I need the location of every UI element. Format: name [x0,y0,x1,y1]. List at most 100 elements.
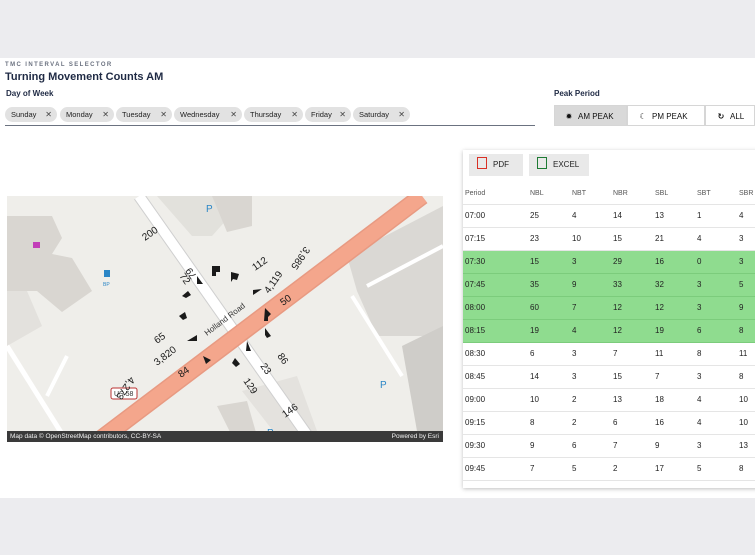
chip-saturday[interactable]: Saturday ✕ [353,107,410,122]
chip-label: Saturday [359,110,390,119]
col-header[interactable]: SBR [739,190,754,197]
excel-file-icon [537,157,547,169]
chip-monday[interactable]: Monday ✕ [60,107,114,122]
remove-chip-icon[interactable]: ✕ [230,110,237,119]
all-button[interactable]: ↻ ALL [705,105,755,126]
chip-thursday[interactable]: Thursday ✕ [244,107,303,122]
count-cell: 15 [613,372,622,381]
count-cell: 8 [697,349,702,358]
count-cell: 4 [697,234,702,243]
road-west-spur [45,355,69,397]
count-cell: 0 [697,257,702,266]
col-header[interactable]: SBT [697,190,711,197]
chip-friday[interactable]: Friday ✕ [305,107,351,122]
count-cell: 15 [530,257,539,266]
attribution-text: Map data © OpenStreetMap contributors, C… [10,433,162,440]
sun-icon: ✹ [565,112,573,121]
main-road [92,196,427,442]
period-cell: 09:15 [465,418,486,427]
count-cell: 8 [739,464,744,473]
count-cell: 1 [697,211,702,220]
period-cell: 07:15 [465,234,486,243]
col-header[interactable]: NBT [572,190,586,197]
count-cell: 60 [530,303,539,312]
eb-right-arrow [179,312,187,320]
count-cell: 13 [655,211,664,220]
chip-sunday[interactable]: Sunday ✕ [5,107,57,122]
chip-wednesday[interactable]: Wednesday ✕ [174,107,242,122]
pdf-export-button[interactable]: PDF [469,154,523,176]
col-header[interactable]: Period [465,190,486,197]
am-peak-button[interactable]: ✹ AM PEAK [554,105,627,126]
building-north [212,196,252,232]
table-row[interactable]: 08:30 6 3 7 11 8 11 [463,343,755,366]
count-cell: 6 [613,418,618,427]
table-row[interactable]: 09:00 10 2 13 18 4 10 [463,389,755,412]
day-of-week-select[interactable]: Sunday ✕ Monday ✕ Tuesday ✕ Wednesday ✕ … [5,107,535,126]
period-cell: 07:00 [465,211,486,220]
col-header[interactable]: NBL [530,190,544,197]
table-row[interactable]: 08:15 19 4 12 19 6 8 [463,320,755,343]
chip-tuesday[interactable]: Tuesday ✕ [116,107,172,122]
count-cell: 23 [530,234,539,243]
chip-label: Friday [311,110,332,119]
sb-right-arrow [212,266,220,276]
esri-credit[interactable]: Powered by Esri [391,433,439,440]
col-header[interactable]: SBL [655,190,669,197]
table-row[interactable]: 07:45 35 9 33 32 3 5 [463,274,755,297]
chip-label: Thursday [250,110,282,119]
intersection-map[interactable]: BP P P P Holland Road US 58 [7,196,443,442]
pdf-file-icon [477,157,487,169]
count-cell: 25 [530,211,539,220]
counts-panel: PDF EXCEL Period NBL NBT NBR SBL SBT SBR… [463,150,755,488]
col-header[interactable]: NBR [613,190,628,197]
excel-label: EXCEL [553,160,580,169]
count-cell: 7 [655,372,660,381]
remove-chip-icon[interactable]: ✕ [339,110,346,119]
table-row[interactable]: 09:45 7 5 2 17 5 8 [463,458,755,481]
remove-chip-icon[interactable]: ✕ [45,110,52,119]
chip-label: Wednesday [180,110,220,119]
excel-export-button[interactable]: EXCEL [529,154,589,176]
nb-thru-arrow [246,341,251,351]
count-cell: 9 [739,303,744,312]
count-cell: 4 [697,418,702,427]
count-cell: 14 [530,372,539,381]
remove-chip-icon[interactable]: ✕ [102,110,109,119]
count-cell: 14 [613,211,622,220]
count-cell: 17 [655,464,664,473]
table-row[interactable]: 08:45 14 3 15 7 3 8 [463,366,755,389]
page-title: Turning Movement Counts AM [5,71,164,83]
remove-chip-icon[interactable]: ✕ [291,110,298,119]
chip-label: Tuesday [122,110,151,119]
count-cell: 4 [572,211,577,220]
table-row[interactable]: 07:00 25 4 14 13 1 4 [463,205,755,228]
count-cell: 11 [655,349,664,358]
remove-chip-icon[interactable]: ✕ [160,110,167,119]
count-cell: 29 [613,257,622,266]
count-cell: 4 [572,326,577,335]
count-cell: 8 [739,372,744,381]
count-cell: 7 [572,303,577,312]
table-row[interactable]: 09:30 9 6 7 9 3 13 [463,435,755,458]
count-cell: 6 [572,441,577,450]
route-shield [110,387,138,400]
table-row[interactable]: 08:00 60 7 12 12 3 9 [463,297,755,320]
all-label: ALL [730,112,745,121]
pm-peak-button[interactable]: ☾ PM PEAK [627,105,705,126]
map-attribution: Map data © OpenStreetMap contributors, C… [7,431,443,442]
count-cell: 11 [739,349,748,358]
remove-chip-icon[interactable]: ✕ [398,110,405,119]
table-row[interactable]: 07:15 23 10 15 21 4 3 [463,228,755,251]
count-cell: 3 [739,257,744,266]
count-cell: 9 [655,441,660,450]
count-cell: 3 [697,303,702,312]
period-cell: 09:00 [465,395,486,404]
table-row[interactable]: 09:15 8 2 6 16 4 10 [463,412,755,435]
counts-table: Period NBL NBT NBR SBL SBT SBR 07:00 25 4 1… [463,184,755,481]
table-row[interactable]: 07:30 15 3 29 16 0 3 [463,251,755,274]
period-cell: 07:30 [465,257,486,266]
count-cell: 3 [697,372,702,381]
count-cell: 9 [530,441,535,450]
chip-label: Monday [66,110,93,119]
